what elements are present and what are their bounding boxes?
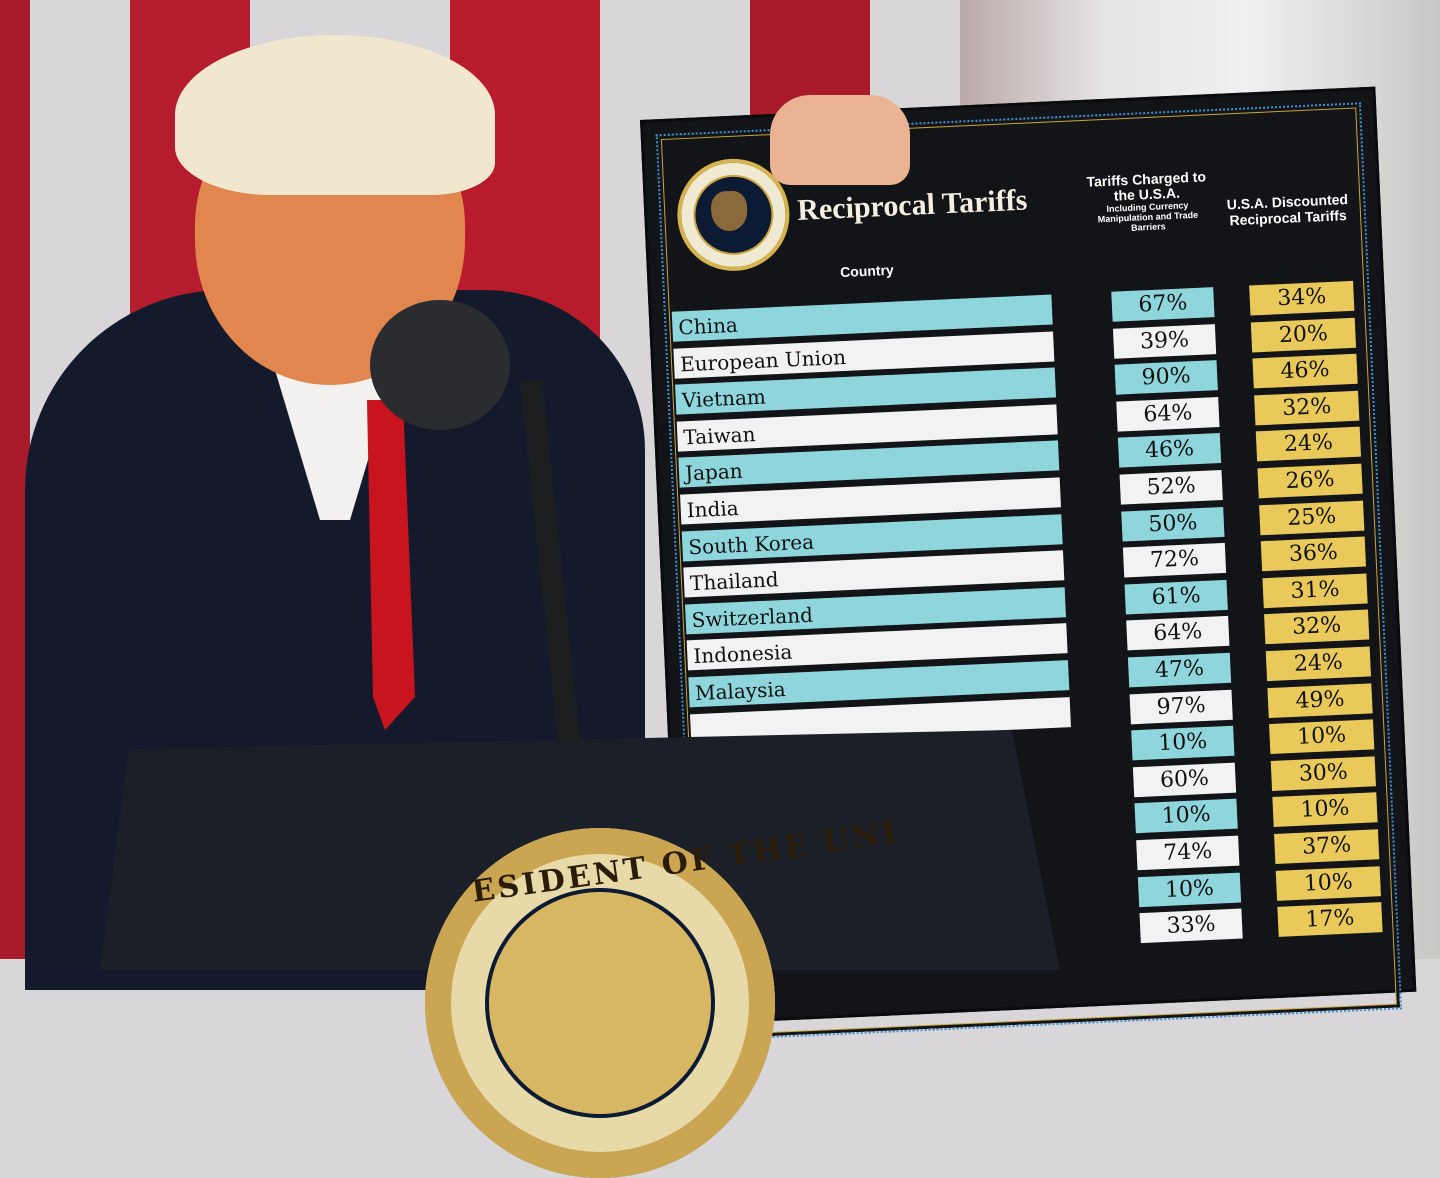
charged-cell: 72% [1122,543,1227,578]
discounted-cell: 10% [1275,865,1381,901]
table-row: Malaysia 47% 24% [688,646,1371,708]
discounted-cell: 46% [1252,353,1358,389]
table-row: Taiwan 64% 32% [676,390,1360,452]
discounted-cell: 25% [1259,500,1365,535]
header-country: Country [839,261,895,281]
charged-cell: 64% [1116,396,1220,432]
header-charged-sub: Including Currency Manipulation and Trad… [1097,200,1199,233]
header-charged: Tariffs Charged to the U.S.A. Including C… [1086,168,1209,234]
table-row: Vietnam 90% 46% [675,353,1358,415]
charged-cell: 61% [1124,579,1228,615]
discounted-cell: 36% [1260,536,1367,572]
discounted-cell: 37% [1274,829,1380,864]
table-row: South Korea 50% 25% [681,500,1365,562]
discounted-cell: 10% [1272,792,1378,828]
charged-cell: 10% [1134,799,1238,834]
table-row: China 67% 34% [671,280,1355,342]
hand [770,95,910,185]
discounted-cell: 49% [1267,682,1373,718]
microphone-icon [370,300,510,430]
table-row: Japan 46% 24% [678,427,1362,488]
table-row: India 52% 26% [680,463,1363,525]
charged-cell: 46% [1117,433,1222,469]
discounted-cell: 24% [1265,646,1371,682]
discounted-cell: 30% [1270,756,1376,791]
discounted-cell: 20% [1250,317,1357,353]
discounted-cell: 34% [1249,280,1355,316]
discounted-cell: 24% [1255,427,1362,462]
charged-cell: 33% [1139,908,1243,944]
charged-cell: 10% [1137,872,1242,907]
table-row: Switzerland 61% 31% [685,573,1368,635]
charged-cell: 47% [1127,652,1232,688]
header-discounted: U.S.A. Discounted Reciprocal Tariffs [1226,190,1349,229]
charged-cell: 50% [1121,506,1225,542]
discounted-cell: 17% [1277,902,1383,938]
charged-cell: 52% [1119,469,1223,505]
charged-cell: 60% [1132,762,1237,798]
charged-cell: 97% [1129,689,1233,724]
charged-cell: 64% [1126,616,1230,651]
discounted-cell: 32% [1254,390,1360,426]
discounted-cell: 32% [1264,609,1370,645]
charged-cell: 74% [1136,835,1240,871]
charged-cell: 67% [1111,287,1215,322]
table-row: Thailand 72% 36% [683,536,1367,598]
header-charged-label: Tariffs Charged to the U.S.A. [1086,168,1207,204]
discounted-cell: 10% [1269,719,1375,755]
table-row: Indonesia 64% 32% [686,609,1370,671]
hair [175,35,495,195]
charged-cell: 10% [1131,725,1235,761]
charged-cell: 39% [1112,323,1217,359]
discounted-cell: 31% [1262,573,1368,609]
discounted-cell: 26% [1257,463,1363,499]
charged-cell: 90% [1114,360,1218,395]
table-row: European Union 39% 20% [673,317,1357,379]
